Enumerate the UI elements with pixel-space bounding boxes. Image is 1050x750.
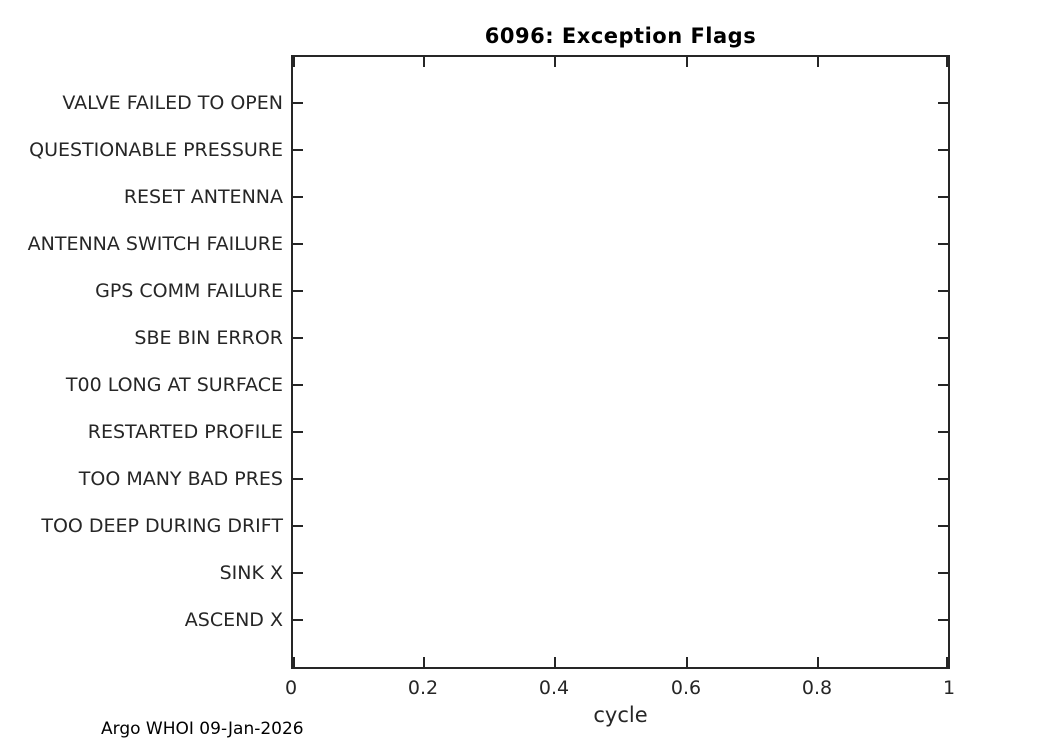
y-axis-label: SINK X (219, 562, 283, 584)
y-tick-mark-left (293, 431, 303, 433)
y-tick-mark-right (938, 478, 948, 480)
x-tick-label: 0.8 (801, 677, 833, 699)
y-tick-mark-right (938, 243, 948, 245)
y-tick-mark-left (293, 196, 303, 198)
y-tick-mark-right (938, 384, 948, 386)
y-axis-label: RESTARTED PROFILE (87, 421, 283, 443)
y-tick-mark-left (293, 572, 303, 574)
x-tick-mark-top (293, 57, 295, 67)
y-tick-mark-right (938, 290, 948, 292)
y-tick-mark-right (938, 102, 948, 104)
x-tick-mark-top (686, 57, 688, 67)
x-tick-mark-top (946, 57, 948, 67)
x-tick-mark-bottom (686, 657, 688, 667)
y-axis-label: TOO MANY BAD PRES (78, 468, 283, 490)
y-axis-label: ANTENNA SWITCH FAILURE (27, 233, 283, 255)
x-tick-mark-bottom (554, 657, 556, 667)
chart-title: 6096: Exception Flags (484, 24, 757, 48)
y-tick-mark-right (938, 337, 948, 339)
y-tick-mark-right (938, 431, 948, 433)
y-axis-label: T00 LONG AT SURFACE (65, 374, 283, 396)
y-tick-mark-left (293, 384, 303, 386)
y-tick-mark-left (293, 149, 303, 151)
y-axis-label: QUESTIONABLE PRESSURE (29, 139, 283, 161)
x-tick-label: 1 (942, 677, 956, 699)
x-tick-mark-top (554, 57, 556, 67)
y-tick-mark-right (938, 525, 948, 527)
y-tick-mark-left (293, 619, 303, 621)
x-tick-mark-top (423, 57, 425, 67)
y-tick-mark-right (938, 149, 948, 151)
x-tick-mark-top (817, 57, 819, 67)
x-tick-mark-bottom (293, 657, 295, 667)
y-tick-mark-left (293, 337, 303, 339)
credit-text: Argo WHOI 09-Jan-2026 (101, 719, 304, 739)
y-axis-label: GPS COMM FAILURE (95, 280, 283, 302)
y-tick-mark-right (938, 619, 948, 621)
x-tick-mark-bottom (817, 657, 819, 667)
y-axis-label: TOO DEEP DURING DRIFT (41, 515, 283, 537)
y-axis-label: VALVE FAILED TO OPEN (62, 92, 283, 114)
x-tick-mark-bottom (423, 657, 425, 667)
x-tick-label: 0.6 (670, 677, 702, 699)
y-tick-mark-right (938, 196, 948, 198)
y-tick-mark-left (293, 243, 303, 245)
y-axis-label: SBE BIN ERROR (134, 327, 283, 349)
y-axis-label: ASCEND X (184, 609, 283, 631)
plot-area (291, 55, 950, 669)
y-tick-mark-left (293, 478, 303, 480)
x-tick-label: 0.4 (538, 677, 570, 699)
y-axis-label: RESET ANTENNA (123, 186, 283, 208)
x-tick-label: 0.2 (407, 677, 439, 699)
y-tick-mark-left (293, 102, 303, 104)
y-tick-mark-left (293, 525, 303, 527)
y-tick-mark-right (938, 572, 948, 574)
x-tick-mark-bottom (946, 657, 948, 667)
y-tick-mark-left (293, 290, 303, 292)
x-axis-label: cycle (593, 703, 648, 727)
x-tick-label: 0 (284, 677, 298, 699)
